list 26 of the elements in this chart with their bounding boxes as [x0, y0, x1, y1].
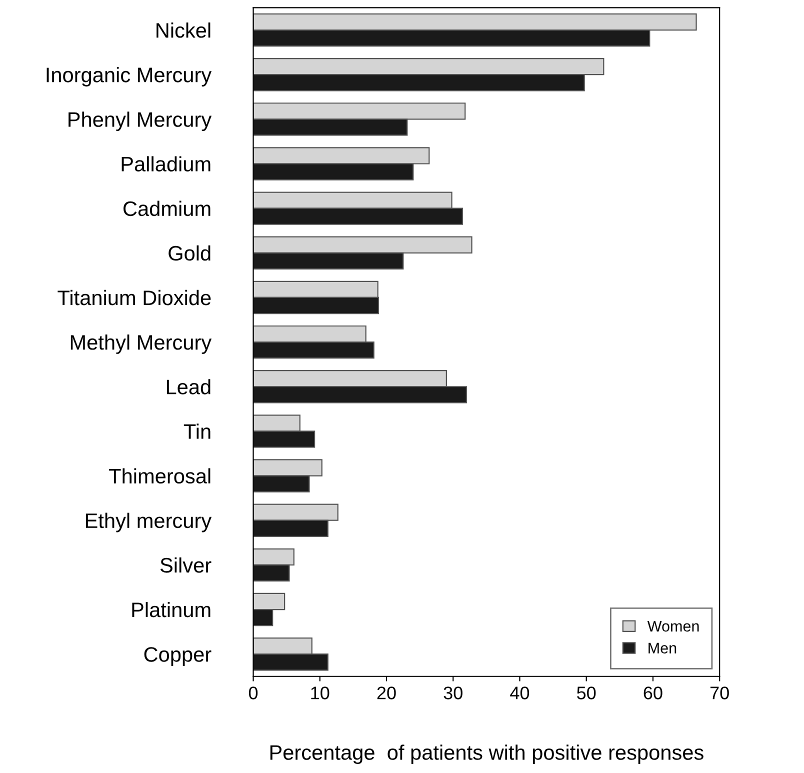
x-tick-label: 60 — [644, 686, 662, 700]
x-tick-label: 0 — [248, 686, 258, 700]
y-tick-label: Inorganic Mercury — [46, 67, 212, 86]
x-tick-label: 10 — [311, 686, 330, 700]
x-tick-label: 30 — [444, 686, 462, 700]
y-tick-label: Tin — [184, 424, 210, 439]
y-tick-label: Palladium — [122, 156, 210, 172]
y-tick-label: Titanium Dioxide — [58, 290, 211, 306]
x-tick-label: 70 — [710, 686, 729, 700]
legend-label: Women — [647, 620, 699, 632]
y-tick-label: Copper — [144, 647, 212, 666]
y-tick-label: Methyl Mercury — [70, 334, 212, 354]
y-tick-label: Phenyl Mercury — [68, 112, 212, 132]
y-tick-label: Lead — [166, 379, 210, 394]
y-tick-label: Gold — [168, 245, 210, 261]
y-tick-label: Ethyl mercury — [86, 512, 212, 532]
x-tick-label: 20 — [377, 686, 396, 700]
x-tick-label: 40 — [510, 686, 530, 700]
x-tick-label: 50 — [577, 686, 596, 700]
legend-label: Men — [648, 642, 676, 654]
y-tick-label: Cadmium — [124, 200, 210, 216]
y-tick-label: Thimerosal — [109, 468, 210, 484]
y-tick-label: Silver — [160, 557, 212, 573]
y-tick-label: Platinum — [132, 602, 210, 618]
x-axis-title: Percentage of patients with positive responses — [270, 744, 704, 764]
y-tick-label: Nickel — [156, 22, 210, 38]
